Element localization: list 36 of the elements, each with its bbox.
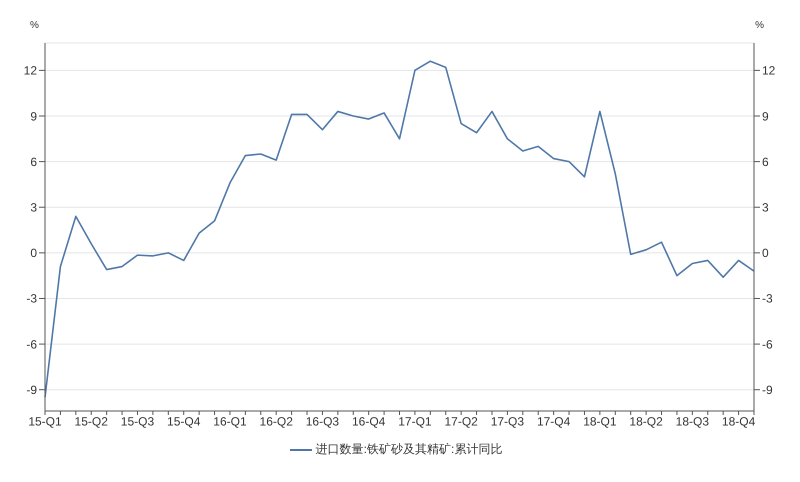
y2-tick-label: -3 [762,292,773,306]
x-tick-label: 15-Q3 [120,414,154,429]
y-tick-label: 6 [30,154,38,169]
x-tick-label: 17-Q4 [536,414,571,429]
x-tick-label: 16-Q3 [306,414,340,429]
x-tick-label: 18-Q4 [722,414,756,429]
x-tick-label: 18-Q2 [629,414,664,429]
x-tick-label: 15-Q2 [74,414,108,429]
legend-label: 进口数量:铁矿砂及其精矿:累计同比 [316,441,502,458]
x-tick-label: 15-Q4 [167,414,201,429]
x-tick-label: 18-Q3 [676,414,710,429]
y2-tick-label: 3 [762,200,769,214]
y2-tick-label: 9 [762,109,769,124]
y2-tick-label: 0 [762,246,769,260]
y-tick-label: -3 [26,292,38,306]
y-tick-label: 0 [30,246,38,260]
x-tick-label: 17-Q3 [490,414,524,429]
x-tick-label: 16-Q2 [260,414,294,429]
x-tick-label: 15-Q1 [28,414,62,429]
y2-tick-label: -9 [762,382,773,397]
y2-tick-label: -6 [762,337,773,352]
x-tick-label: 16-Q4 [352,414,386,429]
y-axis-title: % [30,20,39,32]
x-tick-label: 16-Q1 [213,414,247,429]
y2-tick-label: 6 [762,154,769,169]
x-tick-label: 17-Q1 [398,414,432,429]
y-tick-label: -6 [26,337,38,352]
x-tick-label: 17-Q2 [444,414,478,429]
y-tick-label: 3 [30,200,38,214]
x-tick-label: 18-Q1 [583,414,617,429]
y2-tick-label: 12 [762,64,776,78]
line-series [44,60,755,398]
y-tick-label: -9 [26,382,38,397]
y-tick-label: 9 [30,109,38,124]
y2-axis-title: % [755,20,764,32]
y-tick-label: 12 [24,64,38,78]
